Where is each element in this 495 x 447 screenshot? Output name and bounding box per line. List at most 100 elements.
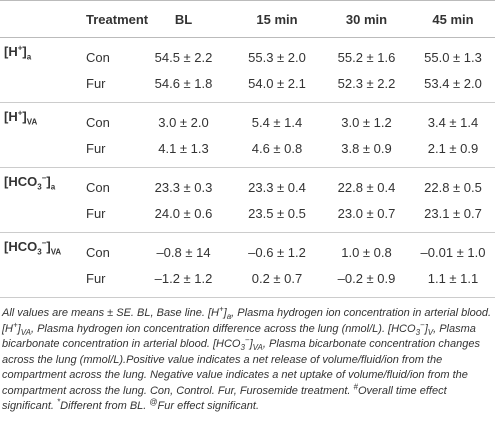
text-part: [H bbox=[4, 109, 18, 124]
value-cell: 54.0 ± 2.1 bbox=[232, 70, 322, 103]
value-cell: 22.8 ± 0.5 bbox=[424, 179, 482, 195]
value-cell: 3.8 ± 0.9 bbox=[322, 135, 411, 168]
column-header: 45 min bbox=[411, 0, 495, 38]
text-part: 3 bbox=[240, 343, 245, 353]
text-part: a bbox=[26, 52, 32, 62]
text-part: + bbox=[13, 319, 18, 329]
value-cell: –0.01 ± 1.0 bbox=[420, 244, 486, 260]
data-row: [HCO3−]VA Con –0.8 ± 14 –0.6 ± 1.2 1.0 ± 0.8… bbox=[0, 232, 495, 298]
text-part: 3 bbox=[415, 327, 421, 337]
value-cell: 55.0 ± 1.3 bbox=[424, 49, 482, 65]
value-cell: –0.2 ± 0.9 bbox=[322, 265, 411, 298]
value-cell: 54.5 ± 2.2 bbox=[154, 49, 213, 65]
text-part: All values are means ± SE. BL, Base line… bbox=[2, 307, 219, 319]
text-part: a bbox=[50, 182, 56, 192]
text-part: Different from BL. bbox=[60, 400, 150, 412]
treatment-cell: Fur bbox=[82, 265, 135, 298]
value-cell: 24.0 ± 0.6 bbox=[135, 200, 232, 233]
text-part: a bbox=[226, 312, 232, 322]
treatment-cell: Con bbox=[86, 179, 110, 195]
text-part: V bbox=[427, 327, 434, 337]
text-part: [HCO bbox=[4, 239, 38, 254]
text-part: ] bbox=[223, 307, 227, 319]
value-cell: 22.8 ± 0.4 bbox=[337, 179, 396, 195]
value-cell: 23.0 ± 0.7 bbox=[322, 200, 411, 233]
column-header: Treatment bbox=[82, 0, 148, 38]
text-part: + bbox=[17, 108, 23, 118]
text-part: @ bbox=[149, 397, 158, 407]
group-label: [HCO3−]a bbox=[0, 167, 82, 233]
value-cell: 23.3 ± 0.3 bbox=[154, 179, 213, 195]
text-part: Overall time effect significant. bbox=[2, 384, 447, 413]
data-row: Fur 4.1 ± 1.3 4.6 ± 0.8 3.8 ± 0.9 2.1 ± 0.9 bbox=[0, 135, 495, 168]
column-header: BL bbox=[135, 0, 232, 38]
value-cell: 52.3 ± 2.2 bbox=[322, 70, 411, 103]
text-part: + bbox=[17, 43, 23, 53]
text-part: ] bbox=[46, 174, 51, 189]
data-row: [HCO3−]a Con 23.3 ± 0.3 23.3 ± 0.4 22.8 ± 0.… bbox=[0, 167, 495, 233]
value-cell: 3.0 ± 1.2 bbox=[341, 114, 392, 130]
data-row: Fur –1.2 ± 1.2 0.2 ± 0.7 –0.2 ± 0.9 1.1 ± 1.… bbox=[0, 265, 495, 298]
value-cell: 55.3 ± 2.0 bbox=[248, 49, 306, 65]
value-cell: 2.1 ± 0.9 bbox=[411, 135, 495, 168]
value-cell: –0.8 ± 14 bbox=[156, 244, 211, 260]
text-part: , Plasma hydrogen ion concentration in a… bbox=[2, 307, 492, 335]
value-cell: 4.6 ± 0.8 bbox=[232, 135, 322, 168]
column-header: 15 min bbox=[232, 0, 322, 38]
value-cell: 23.3 ± 0.4 bbox=[248, 179, 306, 195]
value-cell: 3.0 ± 2.0 bbox=[158, 114, 209, 130]
text-part: , Plasma hydrogen ion concentration diff… bbox=[30, 322, 416, 335]
text-part: , Plasma bicarbonate concentration in ar… bbox=[2, 322, 476, 351]
text-part: − bbox=[244, 335, 250, 345]
value-cell: 55.2 ± 1.6 bbox=[337, 49, 396, 65]
empty-header bbox=[0, 0, 82, 38]
text-part: + bbox=[218, 304, 224, 314]
value-cell: 0.2 ± 0.7 bbox=[232, 265, 322, 298]
text-part: VA bbox=[20, 327, 31, 337]
value-cell: 23.1 ± 0.7 bbox=[411, 200, 495, 233]
group-label: [HCO3−]VA bbox=[0, 232, 82, 298]
text-part: ] bbox=[17, 322, 21, 335]
text-part: [H bbox=[4, 44, 18, 59]
data-row: Fur 24.0 ± 0.6 23.5 ± 0.5 23.0 ± 0.7 23.1 ± … bbox=[0, 200, 495, 233]
text-part: VA bbox=[252, 343, 263, 353]
treatment-cell: Con bbox=[86, 49, 110, 65]
value-cell: 23.5 ± 0.5 bbox=[232, 200, 322, 233]
treatment-cell: Fur bbox=[82, 135, 135, 168]
treatment-cell: Con bbox=[86, 114, 110, 130]
group-label: [H+]a bbox=[0, 37, 82, 103]
text-part: ] bbox=[22, 109, 27, 124]
text-part: − bbox=[41, 173, 47, 183]
text-part: ] bbox=[249, 338, 253, 350]
value-cell: –1.2 ± 1.2 bbox=[135, 265, 232, 298]
header-row: Treatment BL 15 min 30 min 45 min bbox=[0, 0, 495, 38]
text-part: − bbox=[420, 319, 425, 329]
text-part: * bbox=[57, 397, 61, 407]
text-part: [HCO bbox=[4, 174, 38, 189]
treatment-cell: Fur bbox=[82, 70, 135, 103]
text-part: VA bbox=[50, 247, 62, 257]
value-cell: 4.1 ± 1.3 bbox=[135, 135, 232, 168]
data-row: Fur 54.6 ± 1.8 54.0 ± 2.1 52.3 ± 2.2 53.4 ± … bbox=[0, 70, 495, 103]
value-cell: 54.6 ± 1.8 bbox=[135, 70, 232, 103]
value-cell: 5.4 ± 1.4 bbox=[251, 114, 303, 130]
text-part: Fur effect significant. bbox=[157, 400, 260, 412]
value-cell: 1.0 ± 0.8 bbox=[341, 244, 392, 260]
value-cell: 3.4 ± 1.4 bbox=[427, 114, 479, 130]
data-row: [H+]a Con 54.5 ± 2.2 55.3 ± 2.0 55.2 ± 1.6 55… bbox=[0, 37, 495, 103]
value-cell: –0.6 ± 1.2 bbox=[248, 244, 306, 260]
text-part: ] bbox=[424, 322, 428, 335]
text-part: ] bbox=[46, 239, 51, 254]
treatment-cell: Fur bbox=[82, 200, 135, 233]
data-table: Treatment BL 15 min 30 min 45 min [H+]a Con 54… bbox=[0, 0, 495, 298]
text-part: ] bbox=[22, 44, 27, 59]
text-part: − bbox=[41, 238, 47, 248]
text-part: VA bbox=[26, 117, 38, 127]
treatment-cell: Con bbox=[86, 244, 110, 260]
data-row: [H+]VA Con 3.0 ± 2.0 5.4 ± 1.4 3.0 ± 1.2 3.4 … bbox=[0, 102, 495, 168]
text-part: , Plasma bicarbonate concentration chang… bbox=[2, 338, 480, 397]
column-header: 30 min bbox=[322, 0, 411, 38]
group-label: [H+]VA bbox=[0, 102, 82, 168]
value-cell: 1.1 ± 1.1 bbox=[411, 265, 495, 298]
